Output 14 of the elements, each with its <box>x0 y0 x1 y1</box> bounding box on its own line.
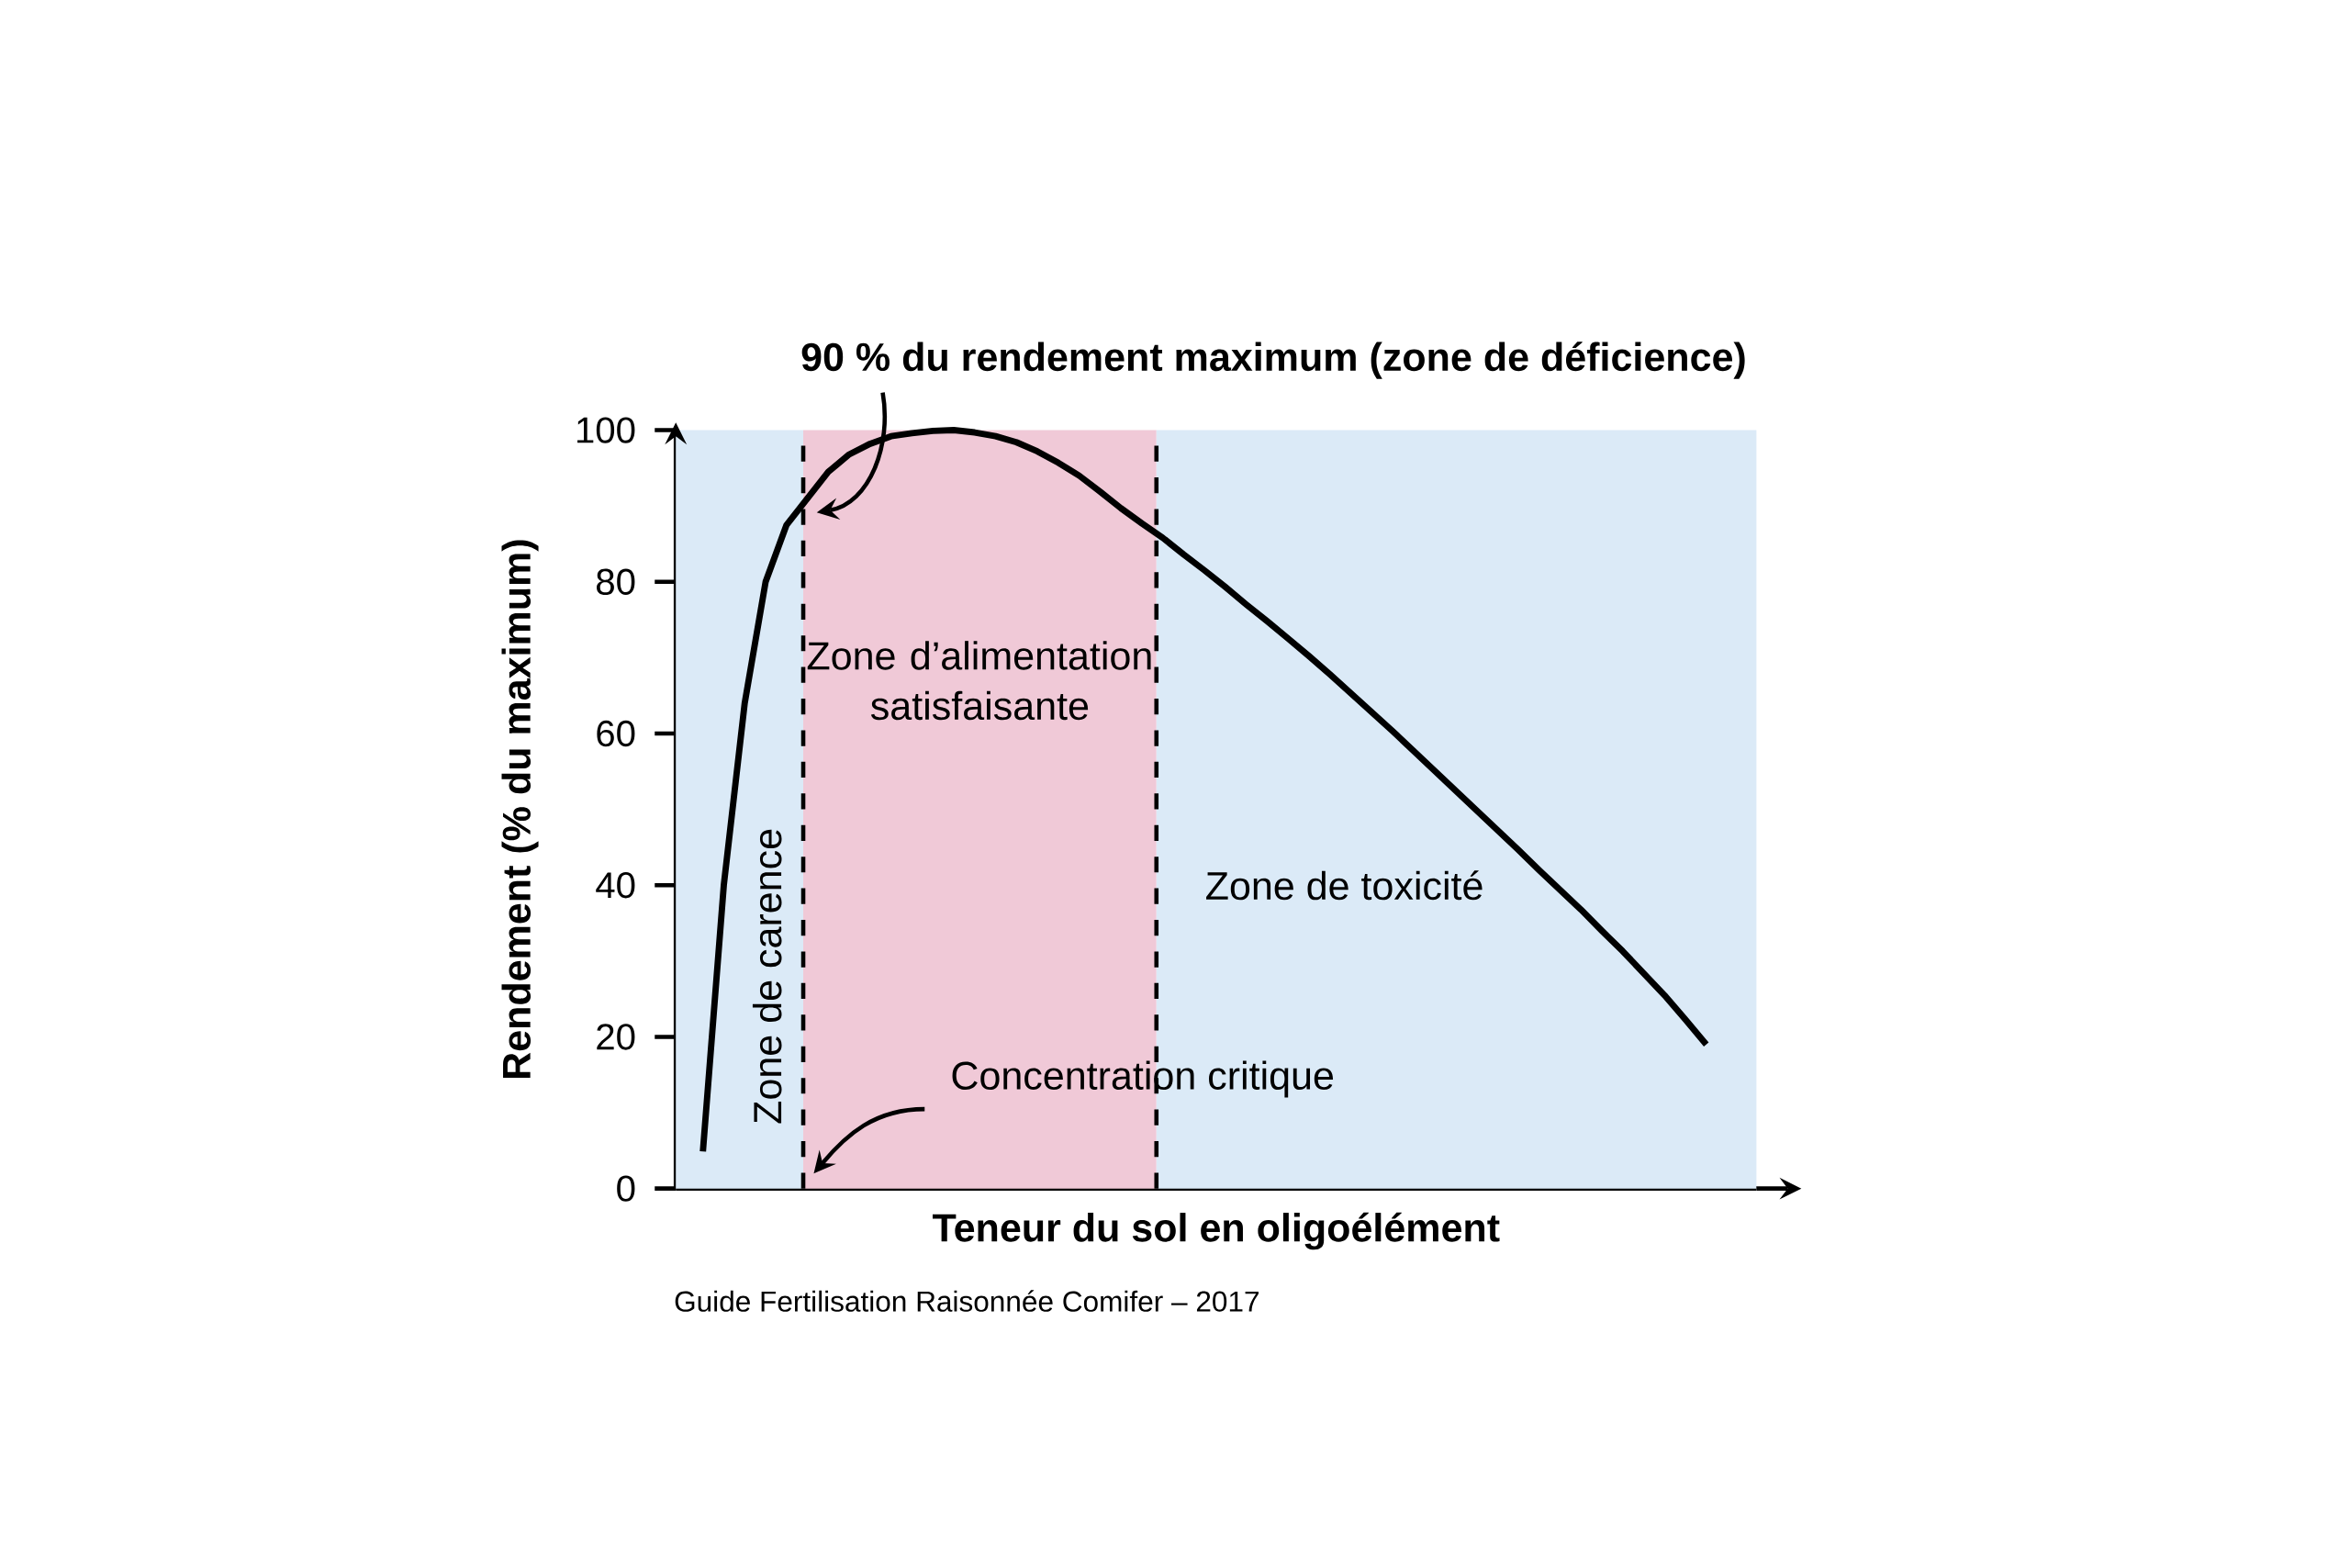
y-tick-label: 60 <box>597 720 635 747</box>
y-tick-label: 80 <box>597 568 635 596</box>
annotation: Zone d’alimentation satisfaisante <box>807 641 1151 721</box>
y-tick-label: 100 <box>577 417 635 443</box>
y-tick-label: 20 <box>597 1024 635 1050</box>
y-axis-title: Rendement (% du maximum) <box>501 540 539 1079</box>
y-tick-label: 40 <box>596 872 635 899</box>
annotation: Zone de toxicité <box>1206 870 1483 901</box>
text: 90 % du rendement maximum (zone de déficience) <box>801 342 1745 379</box>
text: Guide Fertilisation Raisonnée Comifer – 2017 <box>675 1290 1259 1312</box>
y-tick-label: 0 <box>617 1175 635 1202</box>
annotation: Concentration critique <box>952 1060 1334 1098</box>
annotation: Zone de carence <box>752 829 782 1124</box>
x-axis-title: Teneur du sol en oligoélément <box>932 1212 1500 1250</box>
